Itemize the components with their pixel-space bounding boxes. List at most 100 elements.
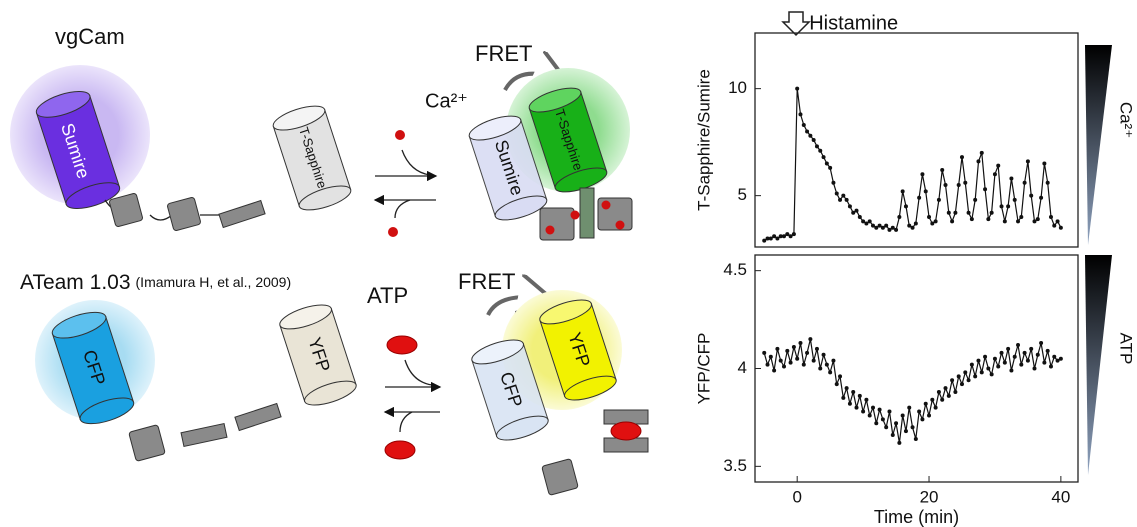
side-label: Ca²⁺	[1117, 102, 1136, 138]
data-point	[792, 345, 796, 349]
data-point	[845, 386, 849, 390]
title: ATeam 1.03	[20, 271, 131, 294]
gradient-wedge	[1085, 255, 1112, 475]
data-point	[957, 374, 961, 378]
fret: FRET	[475, 41, 532, 66]
data-point	[805, 351, 809, 355]
ligand-dot	[388, 227, 398, 237]
data-point	[924, 402, 928, 406]
data-point	[769, 236, 773, 240]
domain	[129, 425, 166, 462]
data-point	[1046, 349, 1050, 353]
data-point	[927, 413, 931, 417]
data-point	[762, 351, 766, 355]
data-point	[864, 398, 868, 402]
data-point	[1029, 347, 1033, 351]
data-point	[911, 425, 915, 429]
data-point	[963, 181, 967, 185]
data-point	[798, 341, 802, 345]
data-point	[907, 406, 911, 410]
data-point	[1009, 368, 1013, 372]
data-point	[911, 226, 915, 230]
data-point	[996, 164, 1000, 168]
data-point	[920, 417, 924, 421]
data-point	[881, 417, 885, 421]
data-point	[795, 357, 799, 361]
data-point	[841, 194, 845, 198]
data-point	[904, 429, 908, 433]
data-point	[960, 155, 964, 159]
data-point	[887, 228, 891, 232]
data-point	[976, 159, 980, 163]
y-axis-label: T-Sapphire/Sumire	[694, 69, 713, 211]
data-point	[864, 221, 868, 225]
data-point	[934, 219, 938, 223]
data-point	[894, 421, 898, 425]
data-point	[785, 232, 789, 236]
x-tick-label: 40	[1051, 487, 1070, 506]
data-point	[789, 234, 793, 238]
data-point	[914, 221, 918, 225]
data-point	[1039, 341, 1043, 345]
data-point	[1003, 361, 1007, 365]
data-point	[831, 359, 835, 363]
data-point	[782, 365, 786, 369]
stimulus-arrow	[783, 12, 809, 35]
data-point	[1026, 359, 1030, 363]
data-point	[897, 215, 901, 219]
ligand-ellipse	[611, 422, 641, 440]
data-point	[838, 198, 842, 202]
data-point	[940, 168, 944, 172]
data-point	[825, 162, 829, 166]
data-point	[1026, 159, 1030, 163]
data-point	[815, 144, 819, 148]
domain	[542, 459, 579, 496]
cylinder: YFP	[277, 300, 359, 410]
data-point	[848, 402, 852, 406]
data-point	[980, 151, 984, 155]
data-point	[775, 347, 779, 351]
data-point	[1059, 357, 1063, 361]
ligand-ellipse	[385, 441, 415, 459]
data-point	[1059, 226, 1063, 230]
data-point	[1023, 181, 1027, 185]
data-point	[990, 372, 994, 376]
data-point	[957, 183, 961, 187]
data-point	[1000, 204, 1004, 208]
data-point	[855, 406, 859, 410]
data-point	[808, 134, 812, 138]
data-point	[1013, 198, 1017, 202]
data-point	[967, 378, 971, 382]
data-point	[1036, 353, 1040, 357]
data-point	[960, 382, 964, 386]
ligand: ATP	[367, 283, 408, 308]
data-point	[1049, 365, 1053, 369]
data-point	[914, 437, 918, 441]
data-point	[1006, 347, 1010, 351]
y-tick-label: 10	[728, 78, 747, 97]
vgcam-diagram: vgCam Sumire T-Sapphire Ca²⁺ FRET Sumire…	[10, 24, 632, 240]
data-point	[855, 209, 859, 213]
x-axis-label: Time (min)	[874, 507, 959, 527]
data-point	[947, 211, 951, 215]
data-point	[996, 365, 1000, 369]
linker-helix	[580, 188, 594, 238]
data-point	[986, 217, 990, 221]
ateam-diagram: ATeam 1.03(Imamura H, et al., 2009) CFP …	[20, 269, 648, 496]
data-point	[894, 228, 898, 232]
data-point	[891, 226, 895, 230]
citation: (Imamura H, et al., 2009)	[136, 274, 292, 290]
data-point	[874, 226, 878, 230]
data-point	[779, 359, 783, 363]
data-point	[993, 172, 997, 176]
data-point	[887, 410, 891, 414]
data-point	[881, 226, 885, 230]
title: ATeam 1.03 (Imamura H, et al., 2009)	[20, 271, 291, 294]
annotation: Histamine	[809, 12, 898, 34]
y-tick-label: 5	[738, 185, 747, 204]
ligand-dot	[395, 130, 405, 140]
data-point	[897, 441, 901, 445]
data-point	[1019, 363, 1023, 367]
x-tick-label: 20	[920, 487, 939, 506]
data-point	[950, 219, 954, 223]
